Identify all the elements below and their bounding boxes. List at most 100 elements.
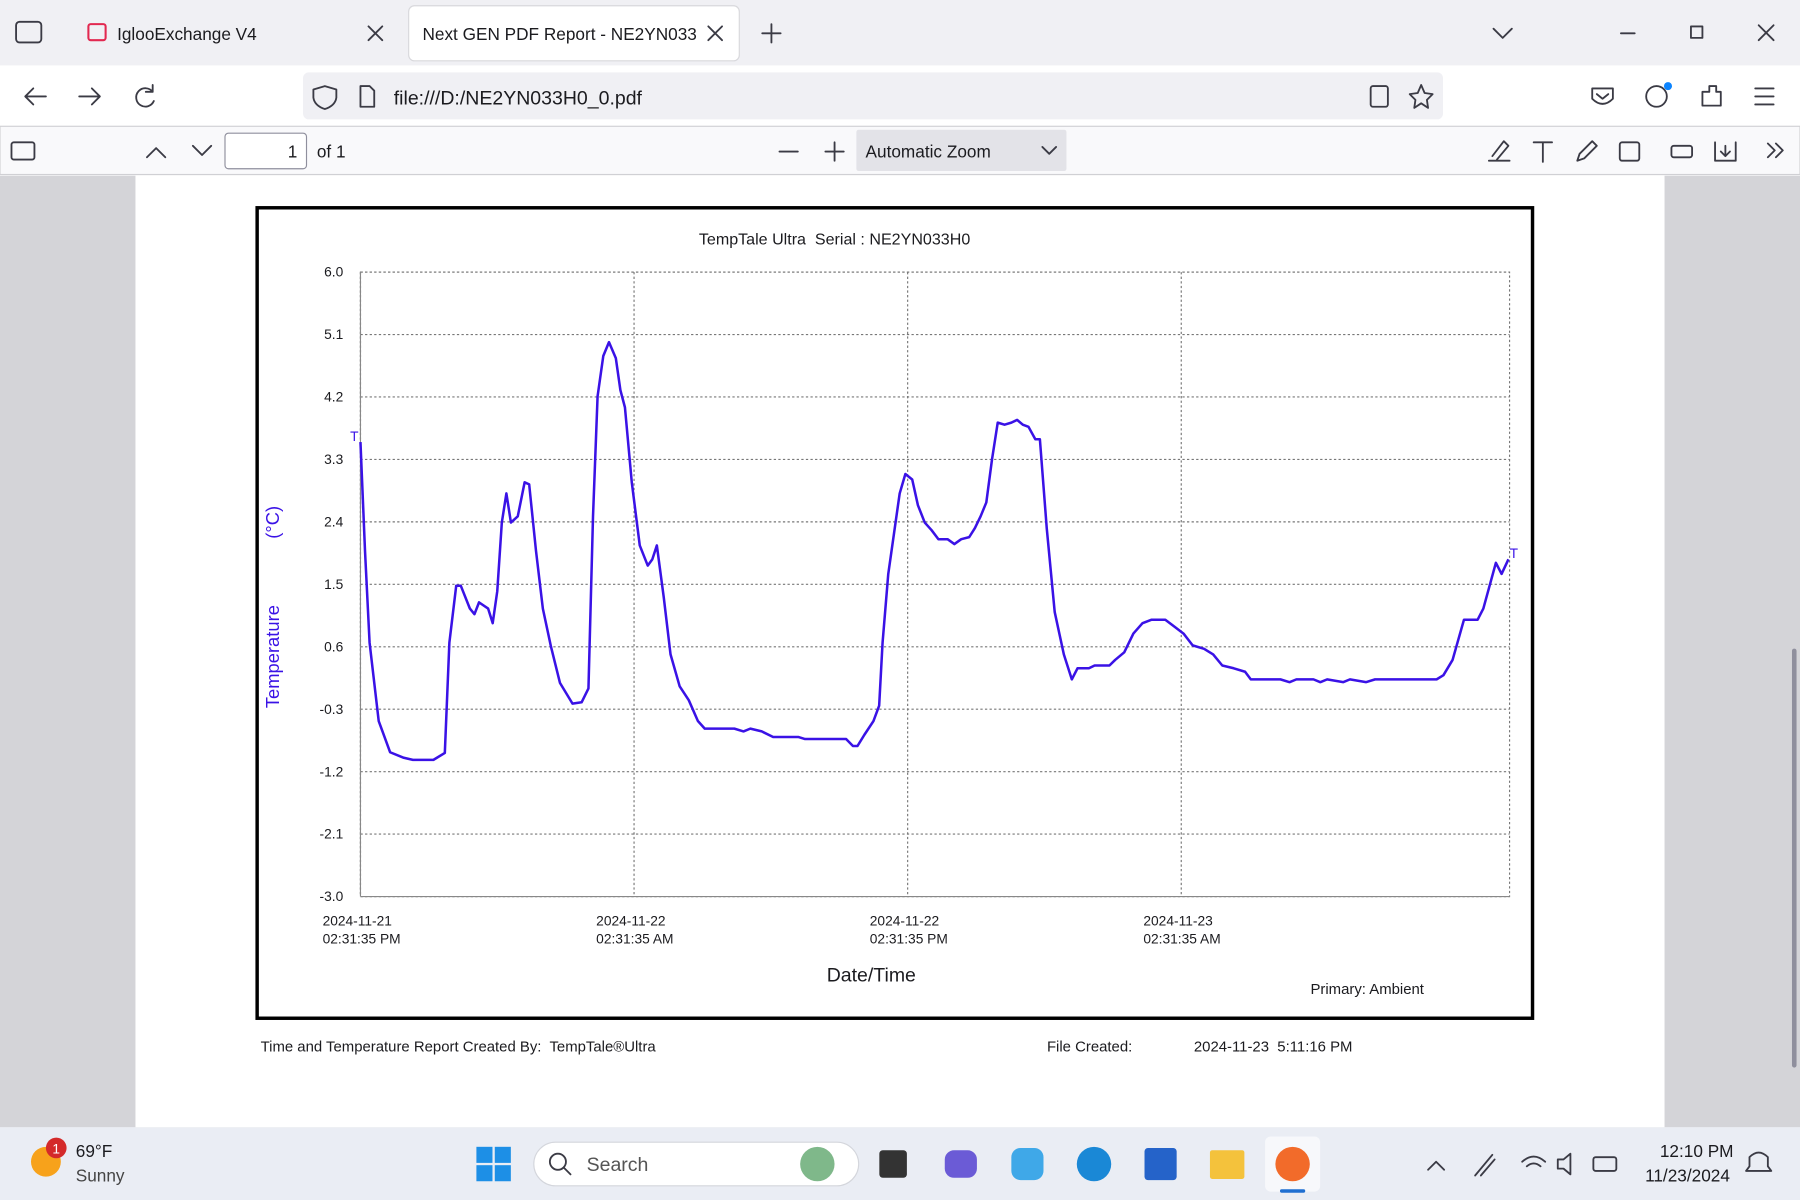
previous-page[interactable] xyxy=(146,147,167,159)
tray-pen[interactable] xyxy=(1474,1153,1496,1177)
x-tick-label-line: 02:31:35 AM xyxy=(596,932,673,947)
clock-time[interactable]: 12:10 PM xyxy=(1660,1141,1734,1161)
app-icon xyxy=(1275,1146,1310,1182)
restore[interactable] xyxy=(1690,25,1704,39)
save[interactable] xyxy=(1714,141,1737,162)
x-tick-label: 2024-11-21 02:31:35 PM xyxy=(323,913,401,946)
y-tick-label: 3.3 xyxy=(324,452,343,467)
app-icon[interactable] xyxy=(944,1150,977,1178)
point-label: T xyxy=(350,429,359,444)
tab-list-button[interactable] xyxy=(15,20,43,44)
url-field[interactable] xyxy=(303,72,1443,120)
zoom-value[interactable]: Automatic Zoom xyxy=(866,141,991,161)
highlight-tool[interactable] xyxy=(1487,140,1511,162)
text-tool[interactable] xyxy=(1532,141,1553,163)
x-tick-label: 2024-11-23 02:31:35 AM xyxy=(1143,913,1220,946)
y-tick-label: 1.5 xyxy=(324,577,343,592)
tab-bar xyxy=(0,0,1800,66)
tray-volume[interactable] xyxy=(1556,1152,1572,1176)
draw-tool[interactable] xyxy=(1576,140,1598,162)
tab-title[interactable]: IglooExchange V4 xyxy=(117,24,257,44)
start-button[interactable] xyxy=(476,1146,511,1182)
temperature-line xyxy=(359,340,1510,762)
y-tick-label: 4.2 xyxy=(324,390,343,405)
pocket[interactable] xyxy=(1591,87,1614,105)
tab-clip: Next GEN PDF Report - NE2YN033H xyxy=(422,24,709,44)
reload[interactable] xyxy=(135,84,155,108)
file-created-label: File Created: xyxy=(1047,1039,1132,1056)
task-view[interactable] xyxy=(879,1150,907,1178)
weather-temp[interactable]: 69°F xyxy=(76,1141,113,1161)
account[interactable] xyxy=(1645,85,1668,108)
active-indicator xyxy=(1279,1189,1306,1193)
more-tools[interactable] xyxy=(1766,142,1784,159)
x-tick-label-line: 02:31:35 PM xyxy=(323,932,401,947)
search-highlight xyxy=(800,1146,835,1182)
y-tick-label: -1.2 xyxy=(320,764,344,779)
clock-date[interactable]: 11/23/2024 xyxy=(1645,1165,1730,1185)
tab-overflow[interactable] xyxy=(1492,27,1513,39)
y-tick-label: 6.0 xyxy=(324,265,343,280)
app-icon[interactable] xyxy=(1144,1147,1177,1181)
next-page[interactable] xyxy=(191,144,213,156)
page-input[interactable] xyxy=(224,132,308,170)
y-tick-label: -2.1 xyxy=(320,827,344,842)
file-created: 2024-11-23 5:11:16 PM xyxy=(1194,1039,1353,1056)
print[interactable] xyxy=(1670,144,1694,159)
page-number[interactable]: 1 xyxy=(288,141,298,161)
menu[interactable] xyxy=(1754,87,1775,106)
back[interactable] xyxy=(24,87,47,106)
search-placeholder[interactable]: Search xyxy=(587,1154,649,1176)
tray-wifi[interactable] xyxy=(1521,1155,1547,1168)
search-icon xyxy=(562,1166,572,1176)
notifications[interactable] xyxy=(1745,1151,1773,1172)
app-icon[interactable] xyxy=(1076,1146,1112,1182)
forward[interactable] xyxy=(78,87,101,106)
image-tool[interactable] xyxy=(1618,141,1641,162)
url[interactable]: file:///D:/NE2YN033H0_0.pdf xyxy=(394,87,643,109)
point-label: T xyxy=(1510,546,1519,561)
sidebar-toggle[interactable] xyxy=(10,141,36,161)
tab-close[interactable] xyxy=(367,25,384,42)
tab-close[interactable] xyxy=(707,25,723,42)
reader-view[interactable] xyxy=(1369,85,1389,108)
x-tick-label-line: 02:31:35 AM xyxy=(1143,932,1220,947)
start-logo xyxy=(494,1165,511,1182)
weather-badge-count: 1 xyxy=(52,1142,60,1157)
tray-overflow[interactable] xyxy=(1427,1160,1446,1171)
x-tick-label: 2024-11-22 02:31:35 AM xyxy=(596,913,673,946)
x-tick-label-line: 2024-11-23 xyxy=(1143,913,1213,928)
y-tick-label: -0.3 xyxy=(320,702,344,717)
close-window[interactable] xyxy=(1757,24,1775,42)
scrollbar-thumb[interactable] xyxy=(1791,648,1797,1068)
new-tab[interactable] xyxy=(761,23,782,44)
zoom-select[interactable] xyxy=(856,129,1067,172)
x-tick-label-line: 2024-11-21 xyxy=(323,913,392,928)
active-tab[interactable] xyxy=(408,5,740,62)
tab-title[interactable]: Next GEN PDF Report - NE2YN033H xyxy=(422,24,709,44)
file-icon xyxy=(359,85,376,108)
search-box[interactable] xyxy=(533,1141,860,1187)
chart-frame xyxy=(255,206,1535,1020)
page-count: of 1 xyxy=(317,141,346,161)
x-tick-label-line: 2024-11-22 xyxy=(870,913,939,928)
shield-icon[interactable] xyxy=(312,85,338,110)
chart-title: TempTale Ultra Serial : NE2YN033H0 xyxy=(699,231,970,249)
app-icon[interactable] xyxy=(1209,1150,1245,1179)
report-created-by: Time and Temperature Report Created By: … xyxy=(261,1039,657,1056)
zoom-in[interactable] xyxy=(824,141,845,162)
search-icon xyxy=(548,1152,567,1171)
y-tick-label: -3.0 xyxy=(320,889,344,904)
start-logo xyxy=(494,1146,511,1163)
weather-text[interactable]: Sunny xyxy=(76,1165,125,1185)
tray-battery[interactable] xyxy=(1592,1156,1618,1172)
tab-icon xyxy=(87,23,107,42)
bookmark-star[interactable] xyxy=(1408,84,1434,109)
chart: TempTale Ultra Serial : NE2YN033H0 Tempe… xyxy=(262,231,1519,999)
weather-badge xyxy=(45,1137,67,1159)
app-icon[interactable] xyxy=(1011,1147,1044,1181)
extensions[interactable] xyxy=(1701,85,1722,107)
y-tick-label: 5.1 xyxy=(324,327,343,342)
